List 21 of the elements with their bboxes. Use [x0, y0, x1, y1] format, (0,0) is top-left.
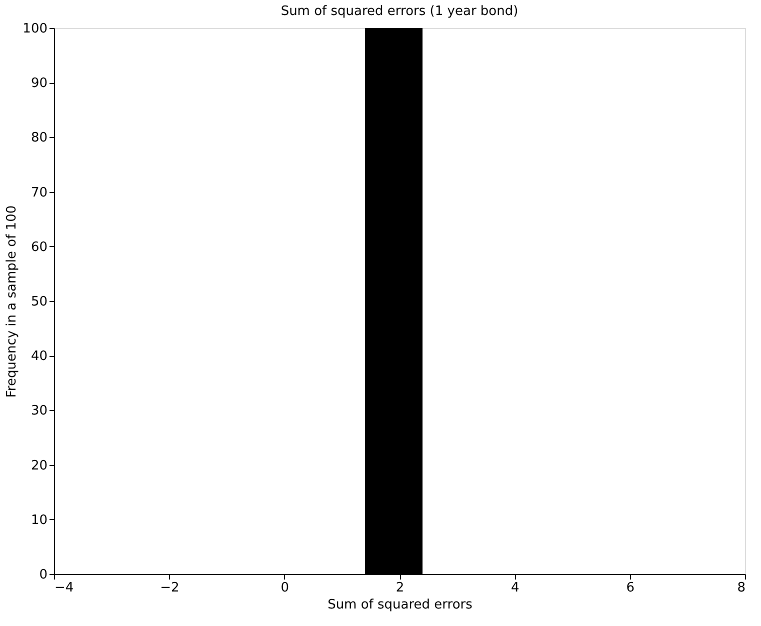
x-tick-label: 0 — [280, 580, 289, 596]
y-tick-label: 20 — [30, 458, 48, 474]
y-tick-label: 100 — [22, 22, 48, 36]
x-axis-title: Sum of squared errors — [328, 598, 473, 612]
x-tick-label: −4 — [54, 580, 74, 596]
y-tick-label: 90 — [30, 76, 48, 92]
x-tick-label: 8 — [737, 580, 746, 596]
x-tick-label: −2 — [160, 580, 180, 596]
y-tick-label: 50 — [30, 294, 48, 310]
x-tick-label: 2 — [396, 580, 404, 596]
x-tick-label: 6 — [626, 580, 634, 596]
y-tick-label: 60 — [30, 240, 48, 255]
y-tick-label: 80 — [30, 130, 48, 146]
y-tick-label: 0 — [39, 568, 48, 582]
chart-title: Sum of squared errors (1 year bond) — [280, 4, 518, 19]
y-axis-title: Frequency in a sample of 100 — [4, 205, 20, 398]
y-tick-label: 70 — [30, 185, 48, 200]
y-tick-label: 40 — [30, 349, 48, 364]
y-tick-label: 10 — [30, 512, 48, 528]
x-tick-label: 4 — [511, 580, 520, 596]
y-tick-label: 30 — [30, 404, 48, 419]
